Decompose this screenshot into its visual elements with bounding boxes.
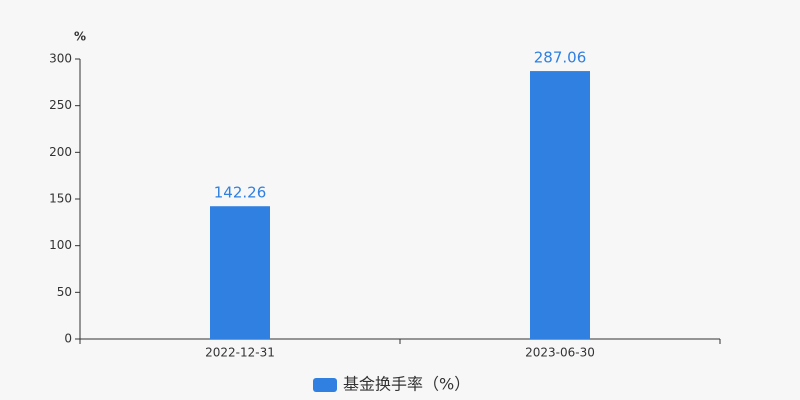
value-label: 287.06 — [534, 49, 587, 67]
y-tick-label: 50 — [57, 285, 72, 299]
y-tick-label: 100 — [49, 238, 72, 252]
bar — [210, 206, 270, 339]
bar — [530, 71, 590, 339]
y-tick-label: 150 — [49, 192, 72, 206]
x-tick-label: 2022-12-31 — [205, 346, 275, 360]
x-tick-label: 2023-06-30 — [525, 346, 595, 360]
legend-swatch — [313, 378, 337, 392]
y-axis-label: % — [74, 30, 86, 44]
y-tick-label: 250 — [49, 98, 72, 112]
value-label: 142.26 — [214, 184, 267, 202]
legend-label: 基金换手率（%） — [343, 375, 470, 394]
y-tick-label: 200 — [49, 145, 72, 159]
y-tick-label: 0 — [64, 332, 72, 346]
y-tick-label: 300 — [49, 52, 72, 66]
